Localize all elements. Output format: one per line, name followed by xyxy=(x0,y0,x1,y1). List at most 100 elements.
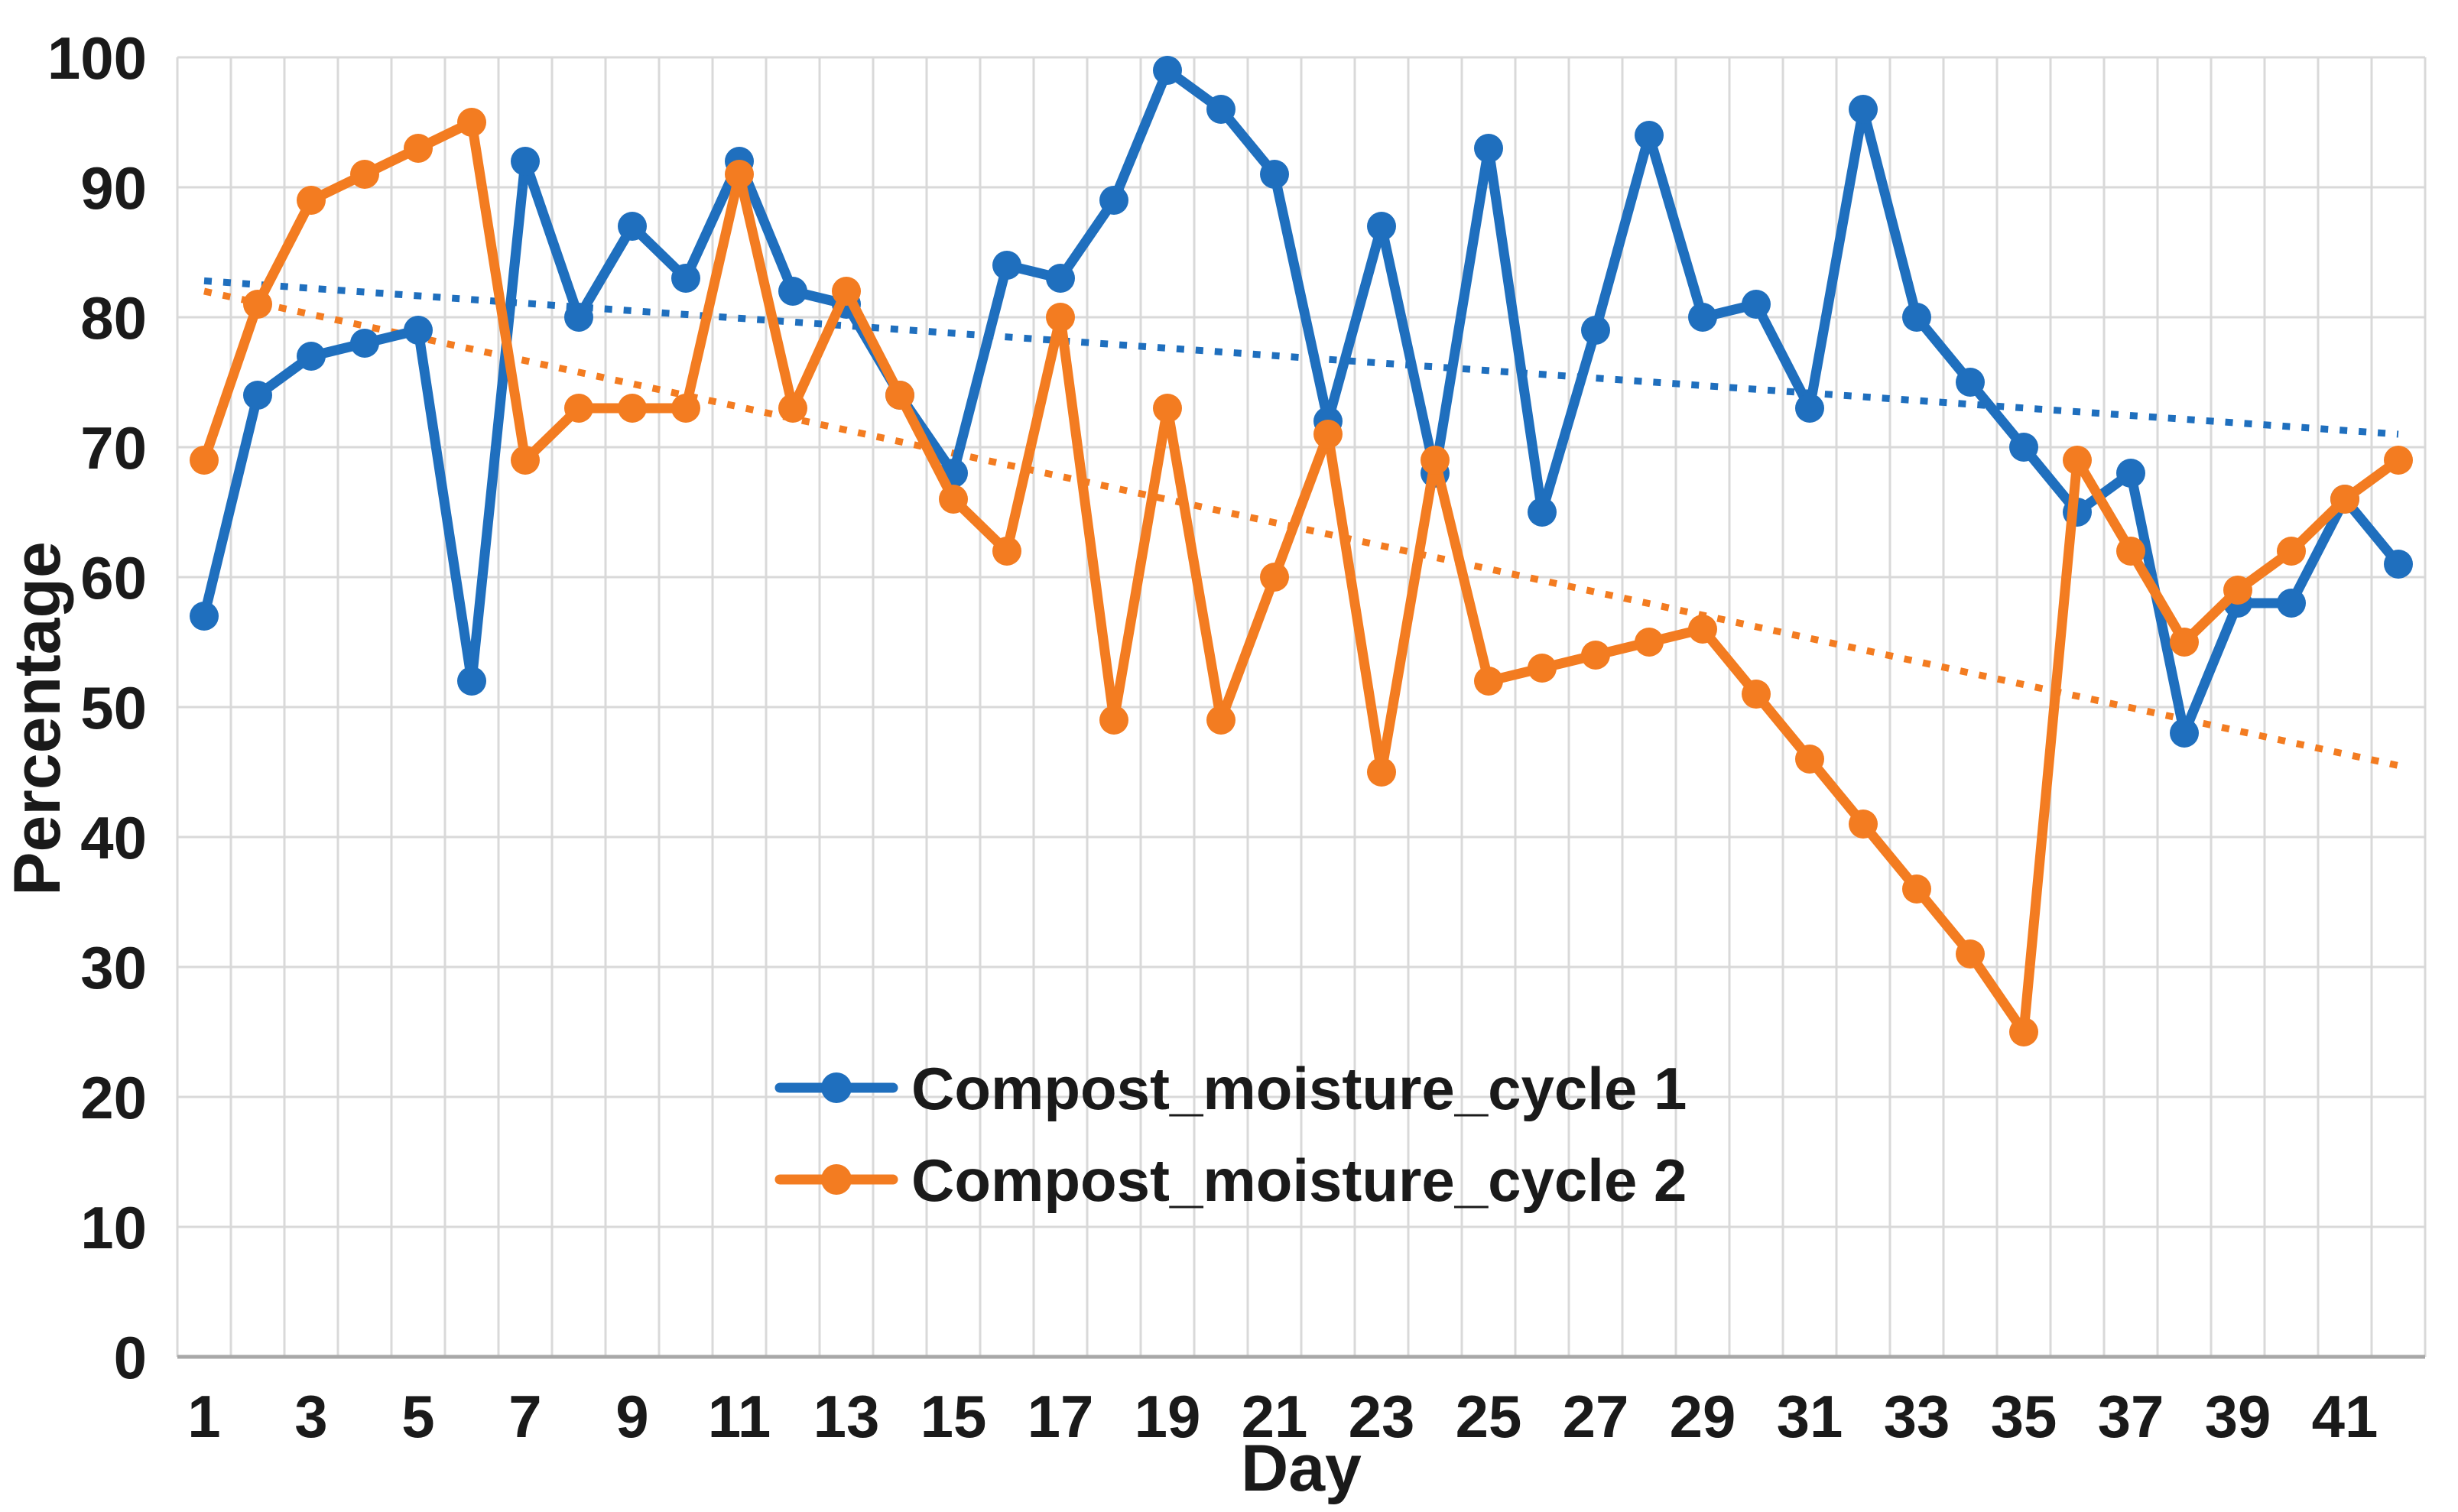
y-tick-label: 90 xyxy=(80,154,147,222)
data-point-compost-moisture-cycle-1-day-32 xyxy=(1849,95,1878,124)
data-point-compost-moisture-cycle-2-day-37 xyxy=(2116,537,2145,566)
data-point-compost-moisture-cycle-2-day-10 xyxy=(671,394,700,423)
x-tick-label: 19 xyxy=(1135,1383,1201,1450)
x-tick-label: 3 xyxy=(294,1383,327,1450)
data-point-compost-moisture-cycle-1-day-17 xyxy=(1046,264,1075,293)
data-point-compost-moisture-cycle-1-day-7 xyxy=(511,147,540,176)
data-point-compost-moisture-cycle-1-day-9 xyxy=(618,212,647,241)
data-point-compost-moisture-cycle-1-day-23 xyxy=(1367,212,1396,241)
x-tick-label: 9 xyxy=(615,1383,648,1450)
data-point-compost-moisture-cycle-2-day-39 xyxy=(2223,576,2252,605)
x-tick-label: 25 xyxy=(1456,1383,1522,1450)
data-point-compost-moisture-cycle-2-day-20 xyxy=(1206,706,1235,735)
data-point-compost-moisture-cycle-1-day-40 xyxy=(2277,589,2306,618)
x-tick-label: 17 xyxy=(1028,1383,1094,1450)
data-point-compost-moisture-cycle-2-day-6 xyxy=(457,108,486,137)
data-point-compost-moisture-cycle-1-day-6 xyxy=(457,667,486,696)
data-point-compost-moisture-cycle-2-day-31 xyxy=(1795,745,1824,774)
data-point-compost-moisture-cycle-2-day-32 xyxy=(1849,810,1878,839)
data-point-compost-moisture-cycle-1-day-37 xyxy=(2116,459,2145,488)
x-tick-label: 27 xyxy=(1563,1383,1629,1450)
x-tick-label: 5 xyxy=(401,1383,434,1450)
data-point-compost-moisture-cycle-2-day-11 xyxy=(725,160,754,189)
legend-label-cycle-2: Compost_moisture_cycle 2 xyxy=(911,1147,1687,1214)
x-tick-label: 11 xyxy=(708,1383,771,1450)
data-point-compost-moisture-cycle-2-day-42 xyxy=(2384,446,2413,475)
data-point-compost-moisture-cycle-1-day-31 xyxy=(1795,394,1824,423)
x-tick-label: 37 xyxy=(2098,1383,2164,1450)
x-tick-label: 1 xyxy=(187,1383,220,1450)
data-point-compost-moisture-cycle-1-day-30 xyxy=(1742,290,1771,319)
legend-item-cycle-1: Compost_moisture_cycle 1 xyxy=(774,1055,1687,1122)
data-point-compost-moisture-cycle-2-day-30 xyxy=(1742,680,1771,709)
data-point-compost-moisture-cycle-2-day-34 xyxy=(1956,939,1985,969)
data-point-compost-moisture-cycle-2-day-38 xyxy=(2170,628,2199,657)
data-point-compost-moisture-cycle-2-day-13 xyxy=(832,277,861,306)
data-point-compost-moisture-cycle-2-day-23 xyxy=(1367,758,1396,787)
data-point-compost-moisture-cycle-1-day-3 xyxy=(297,342,326,371)
data-point-compost-moisture-cycle-2-day-3 xyxy=(297,186,326,215)
data-point-compost-moisture-cycle-2-day-16 xyxy=(992,537,1021,566)
x-tick-label: 21 xyxy=(1242,1383,1308,1450)
data-point-compost-moisture-cycle-2-day-35 xyxy=(2009,1017,2038,1046)
data-point-compost-moisture-cycle-2-day-1 xyxy=(190,446,219,475)
data-point-compost-moisture-cycle-2-day-25 xyxy=(1474,667,1503,696)
legend-label-cycle-1: Compost_moisture_cycle 1 xyxy=(911,1055,1687,1122)
x-tick-label: 23 xyxy=(1349,1383,1415,1450)
y-tick-label: 60 xyxy=(80,544,147,612)
y-tick-label: 10 xyxy=(80,1194,147,1261)
x-axis-title: Day xyxy=(1241,1432,1362,1505)
x-tick-label: 41 xyxy=(2312,1383,2378,1450)
data-point-compost-moisture-cycle-2-day-40 xyxy=(2277,537,2306,566)
data-point-compost-moisture-cycle-2-day-36 xyxy=(2063,446,2092,475)
data-point-compost-moisture-cycle-2-day-29 xyxy=(1688,615,1717,644)
data-point-compost-moisture-cycle-1-day-33 xyxy=(1902,303,1931,332)
data-point-compost-moisture-cycle-1-day-8 xyxy=(564,303,593,332)
y-tick-label: 70 xyxy=(80,414,147,482)
data-point-compost-moisture-cycle-1-day-35 xyxy=(2009,433,2038,462)
x-tick-label: 13 xyxy=(813,1383,880,1450)
data-point-compost-moisture-cycle-1-day-27 xyxy=(1581,316,1610,345)
data-point-compost-moisture-cycle-1-day-34 xyxy=(1956,368,1985,397)
x-tick-label: 7 xyxy=(508,1383,541,1450)
x-tick-label: 31 xyxy=(1777,1383,1843,1450)
x-tick-label: 15 xyxy=(921,1383,987,1450)
y-tick-label: 80 xyxy=(80,284,147,352)
legend-marker-cycle-1 xyxy=(821,1072,852,1103)
y-tick-label: 100 xyxy=(47,24,147,92)
data-point-compost-moisture-cycle-1-day-12 xyxy=(778,277,807,306)
data-point-compost-moisture-cycle-1-day-29 xyxy=(1688,303,1717,332)
y-tick-label: 30 xyxy=(80,934,147,1001)
data-point-compost-moisture-cycle-2-day-17 xyxy=(1046,303,1075,332)
data-point-compost-moisture-cycle-1-day-16 xyxy=(992,251,1021,280)
data-point-compost-moisture-cycle-1-day-4 xyxy=(350,329,379,358)
data-point-compost-moisture-cycle-1-day-10 xyxy=(671,264,700,293)
data-point-compost-moisture-cycle-1-day-20 xyxy=(1206,95,1235,124)
data-point-compost-moisture-cycle-2-day-15 xyxy=(939,485,968,514)
data-point-compost-moisture-cycle-1-day-18 xyxy=(1099,186,1128,215)
data-point-compost-moisture-cycle-1-day-5 xyxy=(404,316,433,345)
data-point-compost-moisture-cycle-2-day-28 xyxy=(1635,628,1664,657)
legend: Compost_moisture_cycle 1 Compost_moistur… xyxy=(774,1055,1687,1214)
y-axis-title: Percentage xyxy=(1,541,74,896)
data-point-compost-moisture-cycle-1-day-19 xyxy=(1153,56,1182,85)
data-point-compost-moisture-cycle-2-day-27 xyxy=(1581,641,1610,670)
data-point-compost-moisture-cycle-1-day-38 xyxy=(2170,719,2199,748)
data-point-compost-moisture-cycle-1-day-42 xyxy=(2384,550,2413,579)
data-point-compost-moisture-cycle-2-day-4 xyxy=(350,160,379,189)
y-tick-label: 50 xyxy=(80,674,147,741)
data-point-compost-moisture-cycle-1-day-26 xyxy=(1528,498,1557,527)
x-tick-label: 39 xyxy=(2205,1383,2271,1450)
data-point-compost-moisture-cycle-2-day-18 xyxy=(1099,706,1128,735)
data-point-compost-moisture-cycle-1-day-28 xyxy=(1635,121,1664,150)
data-point-compost-moisture-cycle-2-day-12 xyxy=(778,394,807,423)
y-tick-label: 0 xyxy=(114,1324,147,1391)
data-point-compost-moisture-cycle-2-day-9 xyxy=(618,394,647,423)
data-point-compost-moisture-cycle-2-day-21 xyxy=(1260,563,1289,592)
legend-marker-cycle-2 xyxy=(821,1164,852,1195)
data-point-compost-moisture-cycle-2-day-22 xyxy=(1313,420,1343,449)
data-point-compost-moisture-cycle-2-day-26 xyxy=(1528,654,1557,683)
